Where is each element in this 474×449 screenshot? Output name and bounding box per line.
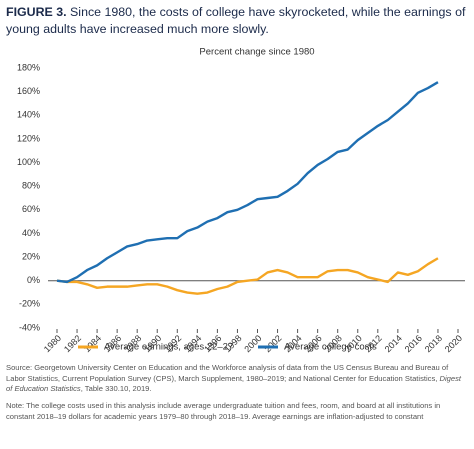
y-tick-label: -20% [19, 299, 40, 309]
y-tick-label: 100% [17, 157, 40, 167]
series-line [56, 257, 439, 295]
y-tick-label: 180% [17, 62, 40, 72]
y-tick-label: 120% [17, 133, 40, 143]
x-tick-label: 2000 [242, 333, 263, 354]
legend-label: Average earnings, ages 22–27 [104, 342, 233, 353]
chart-subtitle: Percent change since 1980 [199, 47, 314, 58]
y-tick-label: 140% [17, 110, 40, 120]
x-tick-label: 2020 [443, 333, 464, 354]
x-tick-label: 1982 [62, 333, 83, 354]
x-tick-label: 2002 [262, 333, 283, 354]
y-tick-label: -40% [19, 322, 40, 332]
source-text: Source: Georgetown University Center on … [6, 363, 449, 383]
x-tick-label: 2014 [383, 333, 404, 354]
figure-label: FIGURE 3. [6, 5, 67, 19]
x-tick-label: 1980 [42, 333, 63, 354]
note: Note: The college costs used in this ana… [6, 401, 441, 421]
x-tick-label: 1984 [82, 333, 103, 354]
source-italic: Digest of Education Statistics [6, 373, 462, 394]
legend-label: Average college costs [284, 342, 377, 353]
y-tick-label: 80% [22, 181, 40, 191]
source: Source: Georgetown University Center on … [6, 363, 468, 395]
title-text: Since 1980, the costs of college have sk… [6, 5, 466, 36]
y-tick-label: 40% [22, 228, 40, 238]
chart: Percent change since 1980 -40% -20% 0% 20% 4… [17, 47, 465, 354]
series-line [56, 81, 439, 284]
x-tick-label: 2018 [423, 333, 444, 354]
y-tick-label: 20% [22, 251, 40, 261]
y-tick-label: 160% [17, 86, 40, 96]
source-end: , Table 330.10, 2019. [80, 384, 152, 393]
x-tick-label: 2016 [403, 333, 424, 354]
chart-title: FIGURE 3. Since 1980, the costs of colle… [6, 4, 468, 38]
y-tick-label: 60% [22, 204, 40, 214]
y-tick-label: 0% [27, 275, 40, 285]
